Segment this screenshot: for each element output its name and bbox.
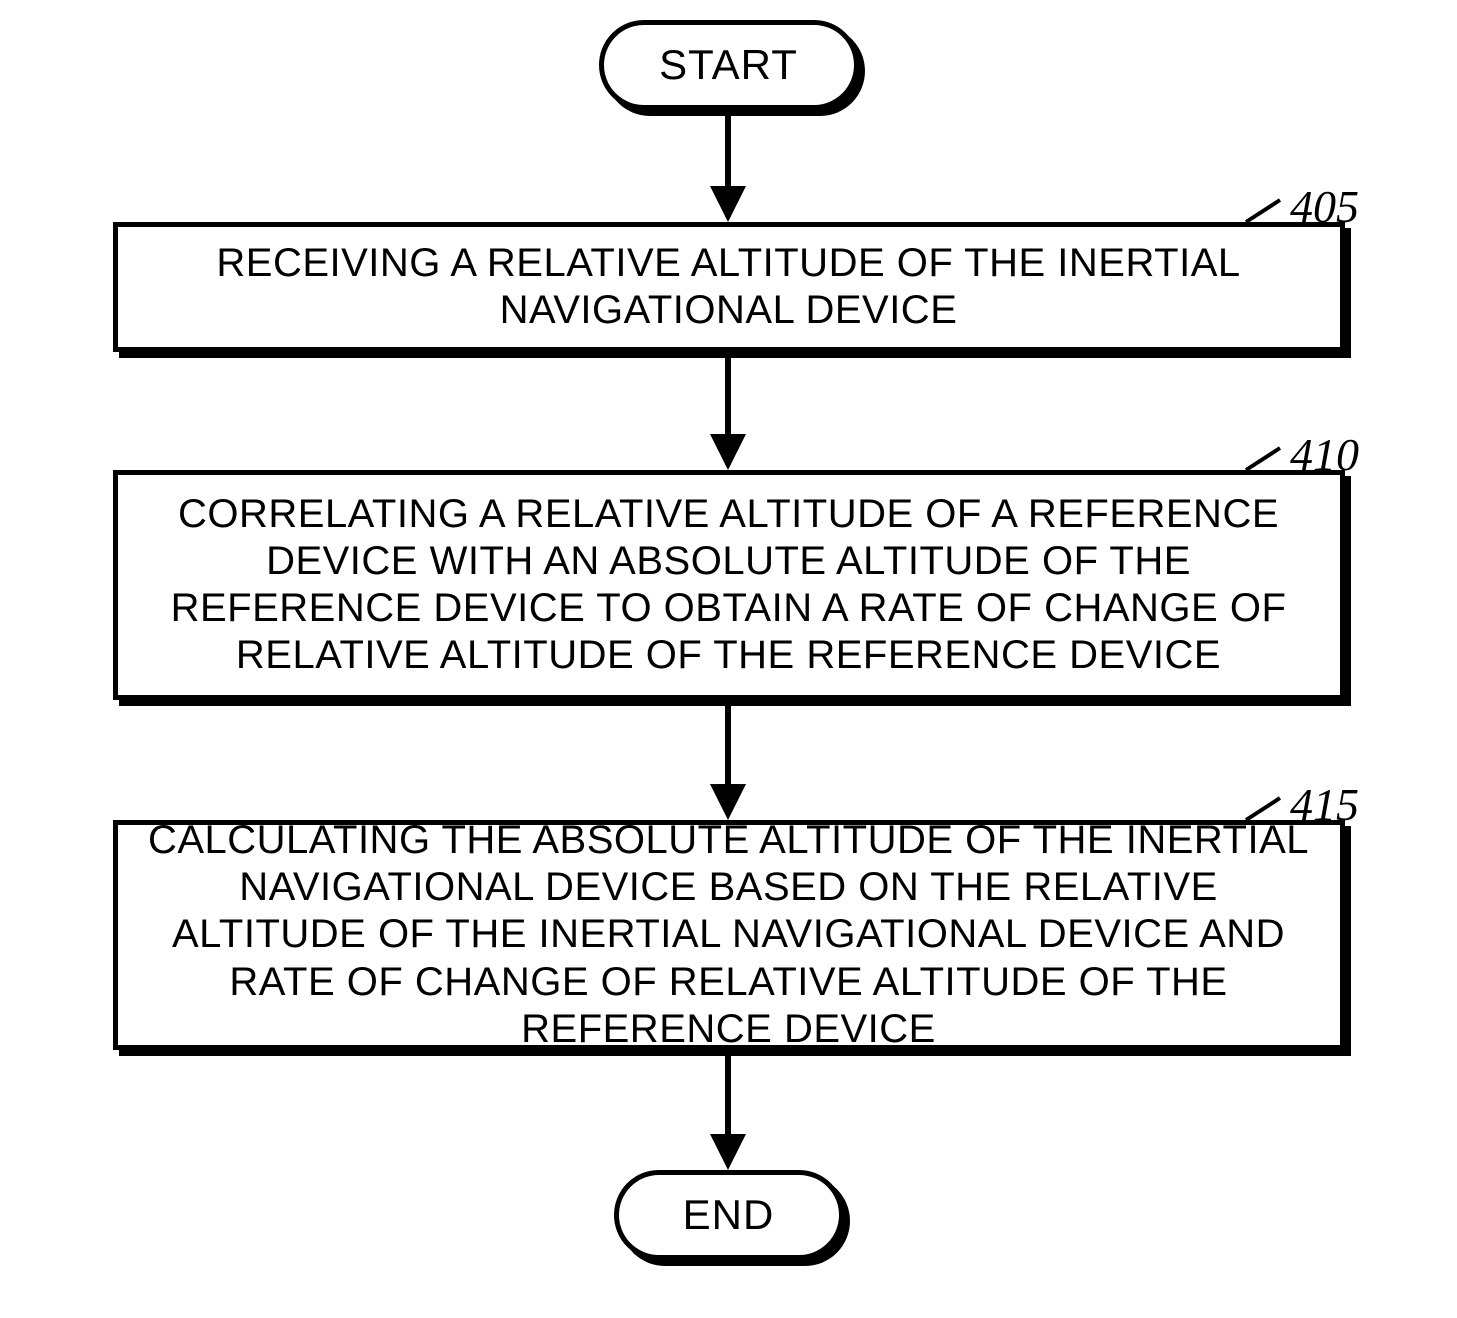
node-step2-label: CORRELATING A RELATIVE ALTITUDE OF A REF… [142, 491, 1316, 680]
ref-step2: 410 [1290, 428, 1359, 481]
ref-tick-step2 [1246, 448, 1280, 470]
node-step2: CORRELATING A RELATIVE ALTITUDE OF A REF… [113, 470, 1345, 700]
ref-step3: 415 [1290, 778, 1359, 831]
node-start-label: START [659, 41, 798, 89]
node-start: START [599, 20, 859, 110]
node-step1: RECEIVING A RELATIVE ALTITUDE OF THE INE… [113, 222, 1345, 352]
flowchart-canvas: START RECEIVING A RELATIVE ALTITUDE OF TH… [0, 0, 1457, 1318]
ref-tick-step1 [1246, 200, 1280, 222]
node-step1-label: RECEIVING A RELATIVE ALTITUDE OF THE INE… [142, 240, 1316, 334]
node-end: END [614, 1170, 844, 1260]
ref-step1: 405 [1290, 180, 1359, 233]
node-step3: CALCULATING THE ABSOLUTE ALTITUDE OF THE… [113, 820, 1345, 1050]
node-end-label: END [683, 1191, 775, 1239]
node-step3-label: CALCULATING THE ABSOLUTE ALTITUDE OF THE… [142, 817, 1316, 1053]
